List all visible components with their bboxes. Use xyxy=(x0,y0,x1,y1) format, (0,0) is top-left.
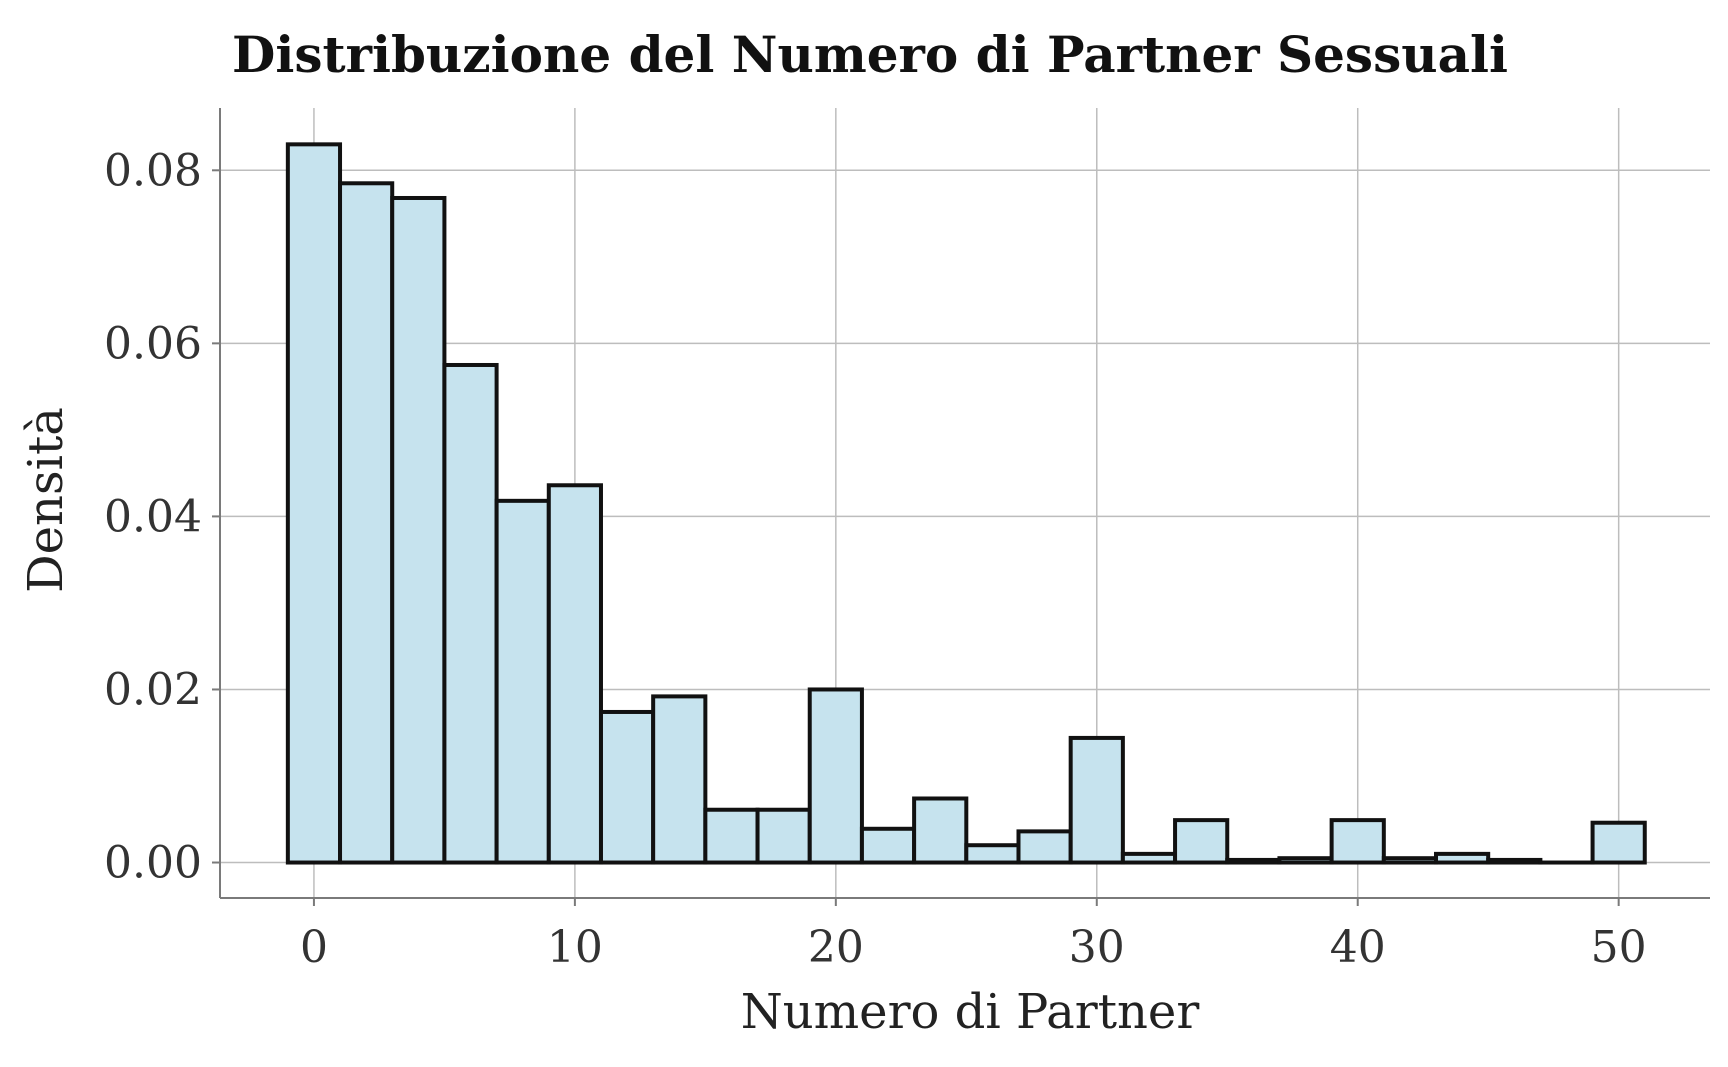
y-tick-label: 0.02 xyxy=(104,664,202,715)
x-tick-label: 20 xyxy=(808,922,864,973)
histogram-bar xyxy=(807,687,864,865)
histogram-bar xyxy=(912,796,969,865)
histogram-bar xyxy=(1277,856,1334,865)
histogram-bar xyxy=(1120,851,1178,865)
y-tick-label: 0.06 xyxy=(104,318,202,369)
histogram-bar xyxy=(964,843,1021,865)
chart-title: Distribuzione del Numero di Partner Sess… xyxy=(232,25,1508,84)
x-axis-label: Numero di Partner xyxy=(741,984,1200,1040)
histogram-bar xyxy=(1486,857,1543,865)
x-tick-label: 40 xyxy=(1330,922,1386,973)
histogram-bar xyxy=(338,181,395,865)
histogram-bar xyxy=(494,498,551,865)
histogram-bar xyxy=(546,483,603,865)
histogram-bar xyxy=(390,195,447,865)
histogram-bar xyxy=(651,694,708,865)
histogram-bar xyxy=(1173,818,1230,865)
histogram-bar xyxy=(1590,820,1647,865)
x-tick-label: 30 xyxy=(1069,922,1125,973)
x-tick-label: 0 xyxy=(300,922,328,973)
histogram-bar xyxy=(598,709,656,865)
histogram-bar xyxy=(755,807,812,865)
axes xyxy=(212,108,1710,906)
tick-labels: 0 10 20 30 40 50 0.00 0.02 0.04 0.06 0.08 xyxy=(104,145,1647,973)
y-tick-label: 0.00 xyxy=(104,838,202,889)
histogram-bar xyxy=(703,807,760,865)
bars xyxy=(285,142,1647,865)
y-tick-label: 0.04 xyxy=(104,491,202,542)
x-tick-label: 50 xyxy=(1591,922,1647,973)
histogram-bar xyxy=(1225,857,1282,865)
histogram-bar xyxy=(1329,818,1386,865)
histogram-bar xyxy=(442,362,499,865)
histogram-bar xyxy=(285,142,343,865)
histogram-bar xyxy=(1381,856,1439,865)
histogram-bar xyxy=(1016,829,1073,865)
y-tick-label: 0.08 xyxy=(104,145,202,196)
histogram-bar xyxy=(1434,851,1491,865)
histogram-bar xyxy=(859,826,917,865)
y-axis-label: Densità xyxy=(18,407,74,593)
x-tick-label: 10 xyxy=(547,922,603,973)
histogram-bar xyxy=(1068,735,1125,865)
